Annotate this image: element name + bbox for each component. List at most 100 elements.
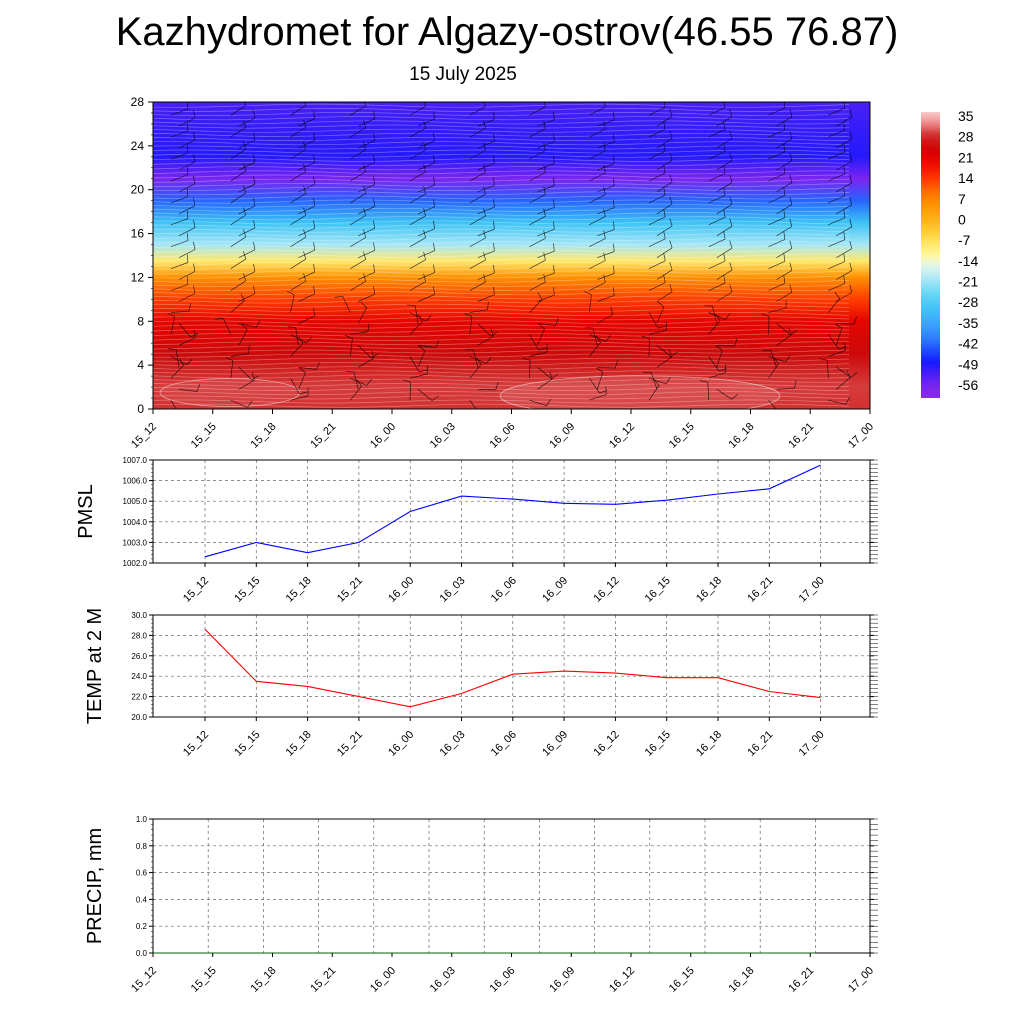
wind-barb [469, 106, 486, 116]
wind-barb-flag [241, 323, 248, 330]
wind-barb-flag [373, 242, 376, 251]
wind-barb [836, 116, 852, 127]
x-tick-label: 16_18 [727, 421, 757, 451]
x-tick-label: 16_15 [667, 965, 697, 995]
x-tick-label: 17_00 [846, 421, 876, 451]
wind-barb-flag [303, 185, 307, 194]
colorbar-label: -35 [958, 315, 978, 331]
wind-barb-flag [484, 102, 486, 107]
wind-barb [648, 194, 666, 204]
wind-barb-flag [715, 313, 721, 321]
wind-barb [529, 259, 546, 270]
y-tick-label: 24 [131, 139, 145, 153]
wind-barb-flag [718, 368, 727, 372]
heatmap-panel: 0 4 8 12 16 20 24 28 15_12 15_15 15_18 15_21 16_00 16… [129, 95, 876, 451]
wind-barb-flag [423, 164, 426, 172]
wind-barb-flag [433, 286, 435, 295]
wind-barb [350, 385, 362, 401]
wind-barb [170, 284, 189, 291]
wind-barb [597, 273, 615, 280]
wind-barb [708, 151, 726, 160]
wind-barb-flag [843, 165, 846, 174]
wind-barb-flag [838, 346, 847, 350]
wind-barb [170, 174, 189, 182]
wind-barb-flag [256, 319, 261, 328]
wind-barb [708, 216, 726, 226]
wind-barb-flag [546, 398, 552, 406]
x-tick-label: 16_00 [386, 575, 416, 605]
wind-barb-flag [476, 357, 482, 365]
x-tick-label: 15_12 [129, 421, 159, 451]
wind-barb [358, 345, 372, 359]
wind-barb-flag [543, 208, 546, 217]
wind-barb-flag [670, 351, 678, 357]
wind-barb [409, 171, 426, 182]
wind-barb [298, 205, 315, 215]
wind-barb [597, 229, 615, 237]
wind-barb [170, 356, 188, 366]
wind-barb-flag [849, 218, 853, 227]
wind-barb-flag [785, 355, 791, 363]
x-tick-label: 15_18 [249, 421, 279, 451]
wind-barb-flag [723, 275, 726, 284]
wind-barb-flag [669, 218, 673, 227]
wind-barb-flag [843, 122, 846, 131]
wind-barb-flag [186, 210, 189, 219]
wind-barb [656, 116, 673, 127]
wind-barb-flag [657, 325, 666, 329]
wind-barb-flag [843, 253, 846, 262]
wind-barb [716, 291, 733, 302]
contour-line [153, 182, 850, 187]
wind-barb-flag [734, 338, 738, 347]
x-tick-label: 16_03 [438, 575, 468, 605]
wind-barb-flag [790, 329, 798, 336]
wind-barb [417, 250, 435, 259]
wind-barb-flag [344, 335, 353, 339]
wind-barb-flag [313, 220, 316, 229]
wind-barb-flag [843, 209, 846, 218]
wind-barb [409, 382, 411, 401]
x-tick-label: 16_18 [694, 575, 724, 605]
wind-barb-flag [603, 274, 606, 283]
wind-barb-flag [303, 273, 307, 282]
y-tick-label: 30.0 [131, 611, 147, 620]
wind-barb [170, 152, 189, 160]
x-tick-label: 16_00 [368, 965, 398, 995]
wind-barb [238, 161, 256, 171]
wind-barb [648, 329, 667, 335]
contour-line [153, 382, 849, 387]
contour-line [153, 162, 850, 167]
wind-barb [597, 314, 613, 324]
wind-barb [230, 148, 246, 160]
wind-barb-flag [356, 379, 362, 387]
wind-barb-flag [493, 111, 495, 120]
y-tick-label: 0.0 [136, 949, 148, 958]
colorbar-label: -49 [958, 356, 978, 372]
wind-barb [656, 345, 672, 357]
wind-barb [768, 195, 786, 204]
wind-barb [768, 260, 786, 270]
wind-barb [238, 367, 252, 381]
wind-barb-flag [373, 198, 376, 207]
y-axis-title: PRECIP, mm [84, 828, 106, 944]
wind-barb-flag [843, 231, 846, 240]
wind-barb-flag [663, 121, 666, 130]
wind-barb-flag [657, 301, 665, 308]
wind-barb-flag [483, 274, 486, 282]
warm-core-contour [499, 375, 781, 409]
wind-barb [537, 207, 555, 215]
contour-line [153, 216, 850, 221]
wind-barb [716, 204, 733, 215]
wind-barb-flag [373, 264, 376, 273]
wind-barb-flag [366, 378, 373, 386]
wind-barb-flag [493, 155, 495, 164]
wind-barb-flag [849, 284, 853, 293]
wind-barb-flag [186, 122, 189, 131]
wind-barb [358, 228, 375, 237]
wind-barb [589, 342, 601, 357]
wind-barb-flag [762, 349, 771, 352]
wind-barb-flag [313, 110, 316, 119]
wind-barb [529, 128, 546, 138]
wind-barb [776, 116, 793, 127]
wind-barb-flag [371, 350, 375, 359]
